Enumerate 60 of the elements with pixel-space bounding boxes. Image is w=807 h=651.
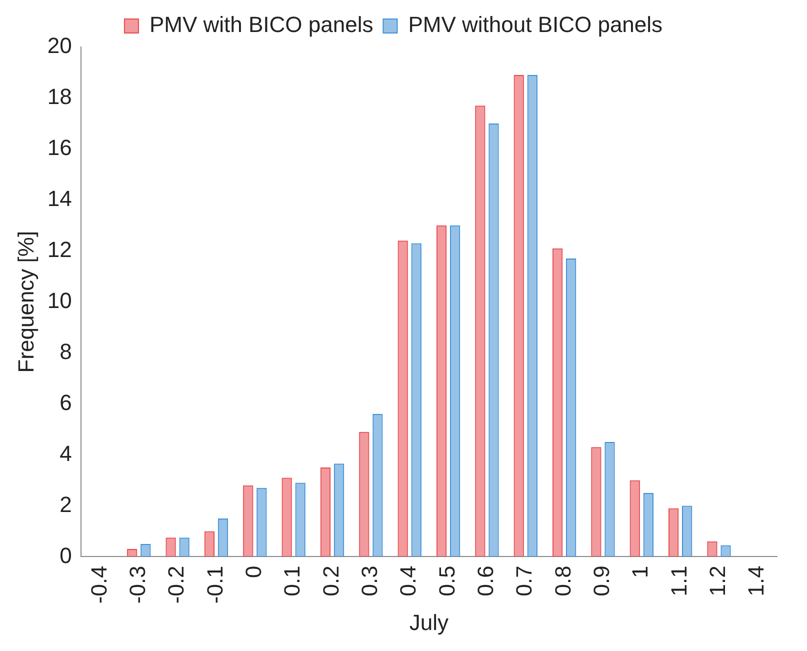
bar [372,414,383,557]
bar [282,478,292,557]
x-tick-label: -0.2 [164,566,189,604]
bar [591,447,602,557]
x-tick-label: 0.6 [473,566,498,596]
y-tick-label: 18 [47,84,72,110]
y-tick-label: 8 [60,338,72,364]
bar [179,538,190,557]
legend-label: PMV without BICO panels [408,12,663,38]
bar [166,538,176,557]
bar [204,531,215,557]
x-tick-label: -0.4 [86,566,112,604]
bar [668,508,679,557]
bar [359,432,370,557]
y-tick-label: 10 [47,288,72,313]
x-tick-label: 0.4 [396,566,421,596]
x-axis-title: July [409,610,448,635]
x-tick-label: 0.8 [550,566,576,596]
x-tick-label: 1.4 [744,566,769,596]
bar [475,106,486,557]
x-tick-label: 0.9 [589,566,614,596]
bar [398,240,408,557]
bar [630,480,640,557]
y-tick-label: 2 [60,492,72,517]
x-tick-label: 0.1 [280,566,305,596]
y-tick-label: 12 [47,236,72,262]
legend-label: PMV with BICO panels [149,12,374,38]
bar [566,258,576,557]
bar [552,248,563,557]
bar [218,518,228,557]
x-tick-label: 1 [628,566,653,578]
y-tick-label: 20 [47,33,72,58]
bar [320,467,331,557]
x-tick-label: 1.2 [705,566,730,596]
bar [643,492,654,557]
x-tick-label: 1.1 [666,566,692,596]
x-tick-label: -0.1 [202,566,228,604]
bar [527,75,538,557]
bar [334,464,344,557]
bar [488,123,499,557]
bar [450,225,460,557]
y-tick-label: 6 [60,390,72,415]
x-tick-label: 0.7 [512,566,537,596]
bar [604,442,615,557]
bar [411,243,422,557]
bar [256,488,267,557]
bar [243,485,254,557]
bar [436,225,447,557]
x-tick-label: 0.3 [356,566,382,596]
y-tick-label: 4 [60,440,72,466]
x-tick-label: -0.3 [124,566,150,604]
y-tick-label: 14 [47,186,72,211]
x-tick-label: 0.2 [318,566,344,596]
x-tick-label: 0 [240,566,266,578]
y-tick-label: 16 [47,135,72,160]
y-axis-title: Frequency [%] [13,230,38,373]
x-tick-label: 0.5 [434,566,460,596]
bar [682,506,692,557]
bar [514,75,524,557]
bar [295,482,306,557]
